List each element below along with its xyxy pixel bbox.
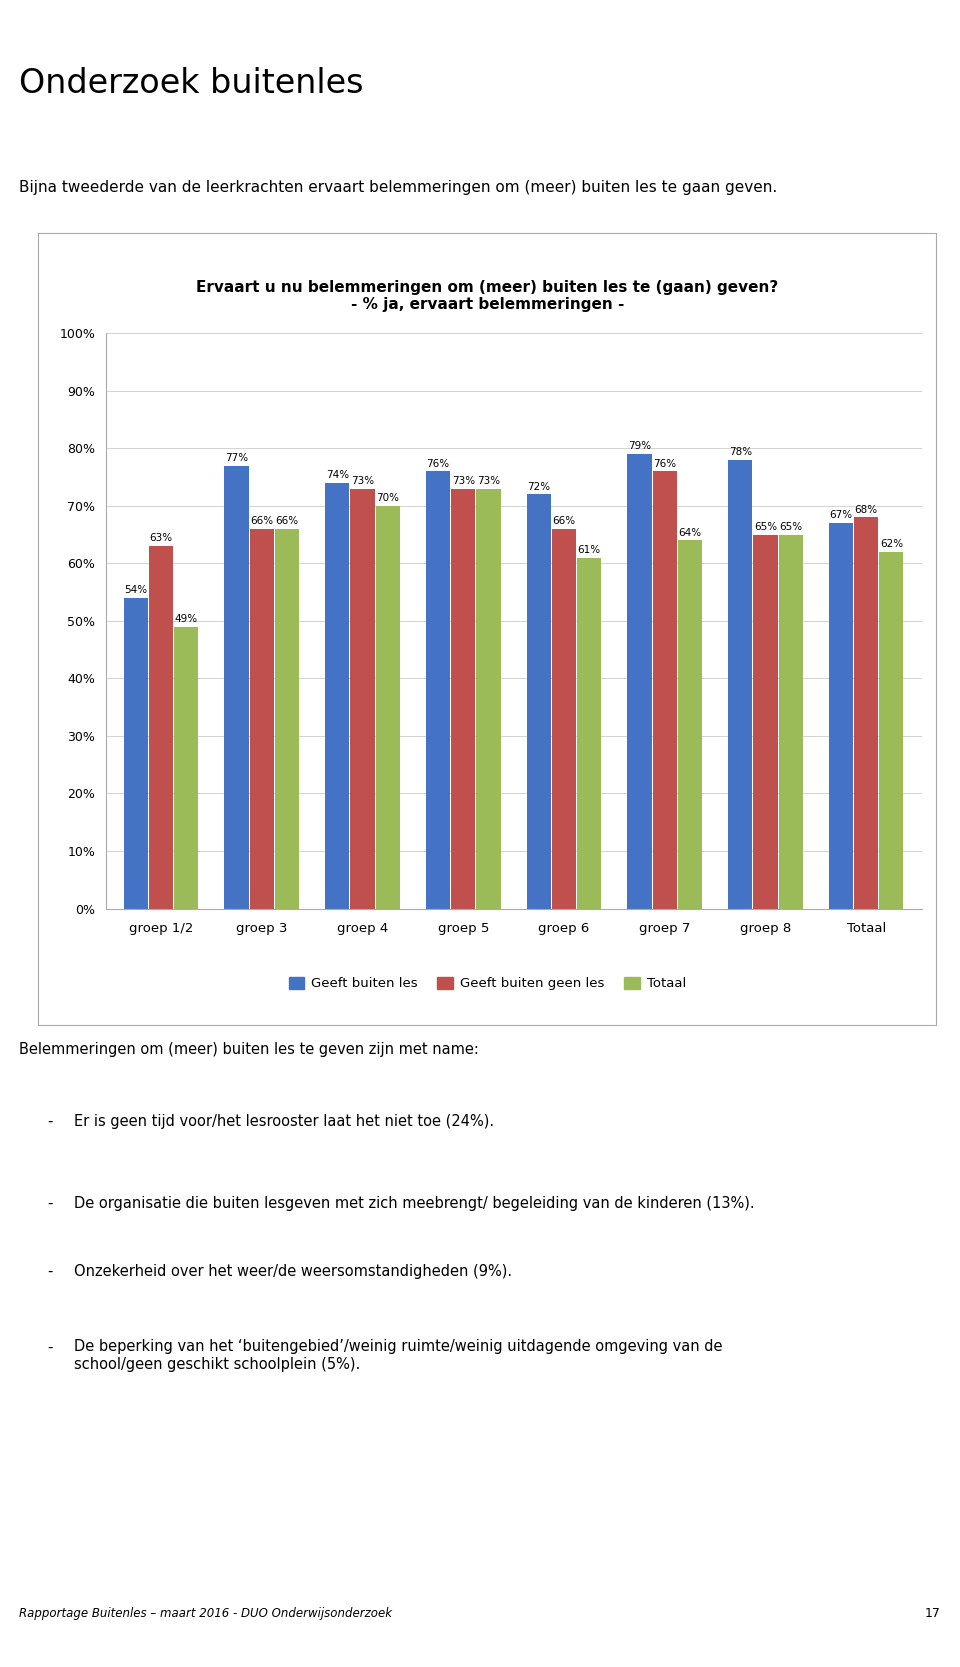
Text: -: - <box>47 1114 52 1129</box>
Text: -: - <box>47 1264 52 1279</box>
Bar <box>779 535 803 909</box>
Text: 62%: 62% <box>879 538 903 548</box>
Text: De organisatie die buiten lesgeven met zich meebrengt/ begeleiding van de kinder: De organisatie die buiten lesgeven met z… <box>75 1195 756 1210</box>
Bar <box>678 540 702 909</box>
Text: 49%: 49% <box>175 613 198 623</box>
Text: Belemmeringen om (meer) buiten les te geven zijn met name:: Belemmeringen om (meer) buiten les te ge… <box>19 1042 479 1057</box>
Bar <box>375 505 399 909</box>
Text: -: - <box>47 1195 52 1210</box>
Bar <box>577 558 601 909</box>
Text: 64%: 64% <box>679 527 702 537</box>
Text: 76%: 76% <box>653 458 676 468</box>
Legend: Geeft buiten les, Geeft buiten geen les, Totaal: Geeft buiten les, Geeft buiten geen les,… <box>283 972 691 995</box>
Bar <box>552 528 576 909</box>
Text: 78%: 78% <box>729 447 752 457</box>
Bar <box>476 488 500 909</box>
Text: 79%: 79% <box>628 442 651 452</box>
Bar <box>653 472 677 909</box>
Bar <box>628 453 652 909</box>
Bar <box>350 488 374 909</box>
Text: Er is geen tijd voor/het lesrooster laat het niet toe (24%).: Er is geen tijd voor/het lesrooster laat… <box>75 1114 494 1129</box>
Bar <box>729 460 753 909</box>
Text: 76%: 76% <box>426 458 449 468</box>
Text: 66%: 66% <box>552 517 576 527</box>
Text: Onzekerheid over het weer/de weersomstandigheden (9%).: Onzekerheid over het weer/de weersomstan… <box>75 1264 513 1279</box>
Text: De beperking van het ‘buitengebied’/weinig ruimte/weinig uitdagende omgeving van: De beperking van het ‘buitengebied’/wein… <box>75 1339 723 1372</box>
Bar <box>149 547 173 909</box>
Text: 66%: 66% <box>251 517 274 527</box>
Text: -: - <box>47 1339 52 1354</box>
Text: 66%: 66% <box>276 517 299 527</box>
Bar <box>828 523 853 909</box>
Text: 65%: 65% <box>754 522 777 532</box>
Bar <box>225 465 249 909</box>
Bar <box>854 517 878 909</box>
Text: 54%: 54% <box>124 585 148 595</box>
Bar <box>754 535 778 909</box>
Bar <box>879 552 903 909</box>
Text: 73%: 73% <box>451 475 475 485</box>
Bar <box>174 627 199 909</box>
Bar <box>275 528 299 909</box>
Bar <box>426 472 450 909</box>
Text: 73%: 73% <box>477 475 500 485</box>
Text: 70%: 70% <box>376 493 399 503</box>
Bar <box>527 495 551 909</box>
Text: Onderzoek buitenles: Onderzoek buitenles <box>19 67 364 100</box>
Text: Rapportage Buitenles – maart 2016 - DUO Onderwijsonderzoek: Rapportage Buitenles – maart 2016 - DUO … <box>19 1607 393 1620</box>
Text: Onderwijsonderzoek: Onderwijsonderzoek <box>818 125 910 135</box>
Bar <box>451 488 475 909</box>
Text: 61%: 61% <box>578 545 601 555</box>
Text: 67%: 67% <box>829 510 852 520</box>
Text: 77%: 77% <box>225 453 248 463</box>
Text: Ervaart u nu belemmeringen om (meer) buiten les te (gaan) geven?
- % ja, ervaart: Ervaart u nu belemmeringen om (meer) bui… <box>196 280 779 312</box>
Bar <box>250 528 274 909</box>
Text: 63%: 63% <box>150 533 173 543</box>
Bar <box>124 598 148 909</box>
Text: Bijna tweederde van de leerkrachten ervaart belemmeringen om (meer) buiten les t: Bijna tweederde van de leerkrachten erva… <box>19 180 778 195</box>
Text: 73%: 73% <box>351 475 374 485</box>
Text: 68%: 68% <box>854 505 877 515</box>
Text: 17: 17 <box>924 1607 941 1620</box>
Text: DUO: DUO <box>831 60 897 83</box>
Text: 65%: 65% <box>780 522 803 532</box>
Bar <box>325 483 349 909</box>
Text: 74%: 74% <box>325 470 348 480</box>
Text: 72%: 72% <box>527 482 550 492</box>
